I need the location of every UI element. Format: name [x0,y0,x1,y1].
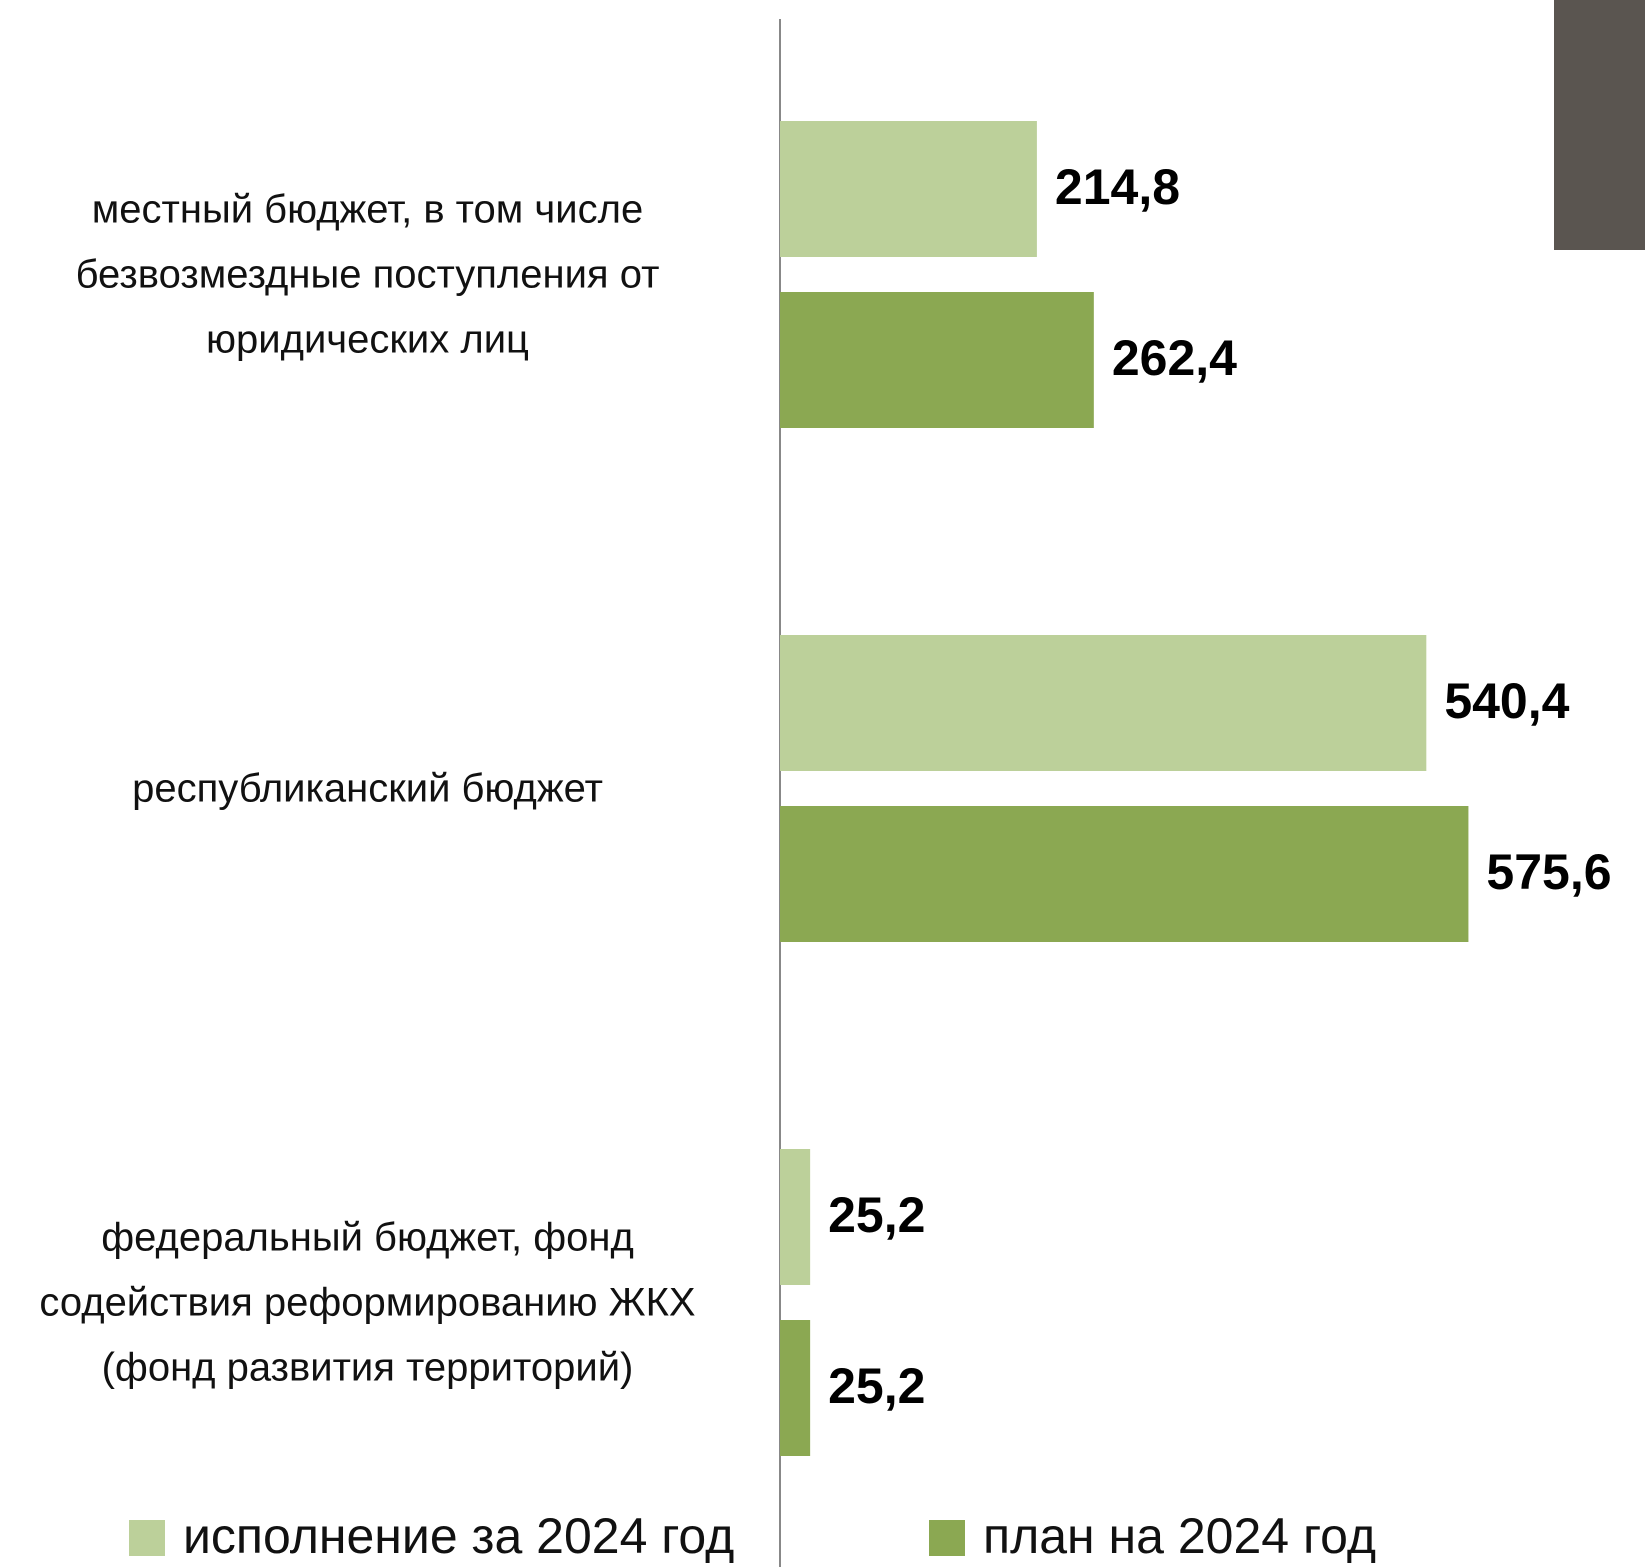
category-label: республиканский бюджет [0,756,735,821]
bar [780,806,1468,942]
bar [780,121,1037,257]
photo-fragment [1554,0,1645,250]
value-label: 262,4 [1112,330,1237,386]
value-label: 214,8 [1055,159,1180,215]
legend-label: план на 2024 год [983,1508,1376,1564]
category-label: федеральный бюджет, фонд содействия рефо… [0,1205,735,1400]
value-label: 540,4 [1444,673,1569,729]
value-label: 25,2 [828,1358,925,1414]
value-label: 575,6 [1486,844,1611,900]
value-label: 25,2 [828,1187,925,1243]
bar [780,292,1094,428]
bar [780,635,1426,771]
category-label: местный бюджет, в том числе безвозмездны… [0,177,735,372]
legend-swatch [129,1520,165,1556]
legend-swatch [929,1520,965,1556]
page: 214,8 262,4 540,4 575,6 25,2 25,2 исполнение з… [0,0,1645,1567]
bar [780,1149,810,1285]
legend-label: исполнение за 2024 год [183,1508,734,1564]
bar [780,1320,810,1456]
